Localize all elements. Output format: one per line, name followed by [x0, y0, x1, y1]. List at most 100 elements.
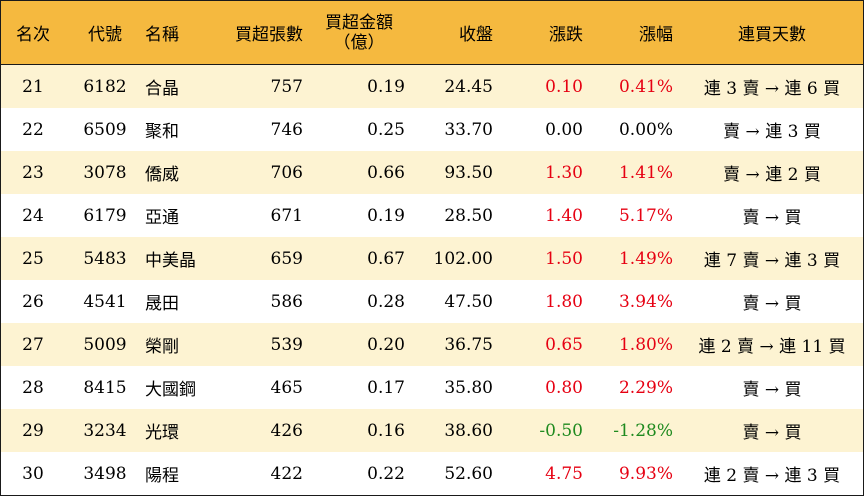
- cell-close: 24.45: [444, 76, 493, 97]
- header-change: 漲跌: [549, 25, 583, 45]
- cell-close: 38.60: [444, 420, 493, 441]
- cell-lots: 671: [270, 205, 303, 226]
- cell-change: 1.30: [545, 162, 583, 183]
- table-row: 23 3078 僑威 706 0.66 93.50 1.30 1.41% 賣 → 連 2 買: [1, 151, 863, 194]
- cell-rank: 26: [22, 291, 44, 312]
- cell-amount: 0.19: [367, 205, 405, 226]
- cell-streak: 賣 → 買: [742, 208, 802, 228]
- cell-name: 榮剛: [145, 337, 179, 357]
- cell-streak: 賣 → 連 2 買: [723, 165, 821, 185]
- cell-close: 102.00: [433, 248, 493, 269]
- cell-close: 33.70: [444, 119, 493, 140]
- cell-change: 4.75: [545, 463, 583, 484]
- cell-name: 僑威: [145, 165, 179, 185]
- cell-streak: 賣 → 買: [742, 380, 802, 400]
- cell-rank: 24: [22, 205, 44, 226]
- cell-change: -0.50: [539, 420, 583, 441]
- cell-pct: 2.29%: [618, 377, 673, 398]
- header-lots: 買超張數: [235, 25, 303, 45]
- cell-pct: 1.80%: [618, 334, 673, 355]
- cell-lots: 659: [270, 248, 303, 269]
- cell-close: 35.80: [444, 377, 493, 398]
- cell-streak: 連 7 賣 → 連 3 買: [703, 251, 841, 271]
- table-row: 30 3498 陽程 422 0.22 52.60 4.75 9.93% 連 2 賣 → 連 3…: [1, 452, 863, 495]
- cell-amount: 0.67: [367, 248, 405, 269]
- table-row: 25 5483 中美晶 659 0.67 102.00 1.50 1.49% 連 7 賣 → 連…: [1, 237, 863, 280]
- cell-amount: 0.16: [367, 420, 405, 441]
- cell-amount: 0.17: [367, 377, 405, 398]
- cell-name: 亞通: [145, 208, 179, 228]
- table-row: 29 3234 光環 426 0.16 38.60 -0.50 -1.28% 賣 → 買: [1, 409, 863, 452]
- cell-streak: 連 2 賣 → 連 11 買: [698, 337, 846, 357]
- cell-lots: 746: [270, 119, 303, 140]
- table-row: 24 6179 亞通 671 0.19 28.50 1.40 5.17% 賣 → 買: [1, 194, 863, 237]
- table-row: 21 6182 合晶 757 0.19 24.45 0.10 0.41% 連 3 賣 → 連 6…: [1, 65, 863, 108]
- cell-name: 聚和: [145, 122, 179, 142]
- cell-amount: 0.28: [367, 291, 405, 312]
- cell-code: 6509: [83, 119, 127, 140]
- cell-amount: 0.20: [367, 334, 405, 355]
- cell-rank: 21: [22, 76, 44, 97]
- cell-streak: 賣 → 連 3 買: [723, 122, 821, 142]
- cell-name: 晟田: [145, 294, 179, 314]
- cell-name: 大國鋼: [145, 380, 196, 400]
- cell-code: 5009: [83, 334, 127, 355]
- cell-pct: 0.41%: [618, 76, 673, 97]
- header-pct: 漲幅: [639, 25, 673, 45]
- cell-change: 0.80: [545, 377, 583, 398]
- header-code: 代號: [88, 25, 122, 45]
- table-header: 名次 代號 名稱 買超張數 買超金額 （億） 收盤 漲跌 漲幅 連買天數: [1, 1, 863, 65]
- cell-code: 3078: [83, 162, 127, 183]
- table-row: 27 5009 榮剛 539 0.20 36.75 0.65 1.80% 連 2 賣 → 連 1…: [1, 323, 863, 366]
- header-amount-line1: 買超金額: [325, 12, 393, 33]
- cell-rank: 25: [22, 248, 44, 269]
- cell-streak: 連 3 賣 → 連 6 買: [703, 79, 841, 99]
- table-row: 22 6509 聚和 746 0.25 33.70 0.00 0.00% 賣 → 連 3 買: [1, 108, 863, 151]
- cell-change: 1.50: [545, 248, 583, 269]
- cell-lots: 465: [270, 377, 303, 398]
- header-rank: 名次: [16, 25, 50, 45]
- cell-lots: 422: [270, 463, 303, 484]
- cell-code: 5483: [83, 248, 127, 269]
- cell-rank: 30: [22, 463, 44, 484]
- cell-pct: 5.17%: [618, 205, 673, 226]
- cell-amount: 0.25: [367, 119, 405, 140]
- cell-amount: 0.19: [367, 76, 405, 97]
- cell-change: 1.80: [545, 291, 583, 312]
- cell-amount: 0.22: [367, 463, 405, 484]
- cell-lots: 426: [270, 420, 303, 441]
- cell-close: 52.60: [444, 463, 493, 484]
- cell-streak: 賣 → 買: [742, 294, 802, 314]
- cell-name: 光環: [145, 423, 179, 443]
- cell-rank: 29: [22, 420, 44, 441]
- cell-lots: 757: [270, 76, 303, 97]
- cell-name: 陽程: [145, 466, 179, 486]
- cell-pct: -1.28%: [613, 420, 673, 441]
- header-close: 收盤: [459, 25, 493, 45]
- header-name: 名稱: [145, 25, 179, 45]
- cell-pct: 1.49%: [618, 248, 673, 269]
- cell-change: 0.10: [545, 76, 583, 97]
- cell-amount: 0.66: [367, 162, 405, 183]
- cell-streak: 賣 → 買: [742, 423, 802, 443]
- cell-code: 4541: [83, 291, 127, 312]
- cell-change: 0.00: [545, 119, 583, 140]
- cell-pct: 1.41%: [618, 162, 673, 183]
- cell-rank: 28: [22, 377, 44, 398]
- cell-close: 93.50: [444, 162, 493, 183]
- table-row: 26 4541 晟田 586 0.28 47.50 1.80 3.94% 賣 → 買: [1, 280, 863, 323]
- cell-change: 0.65: [545, 334, 583, 355]
- cell-close: 36.75: [444, 334, 493, 355]
- header-amount: 買超金額 （億）: [313, 1, 405, 64]
- cell-streak: 連 2 賣 → 連 3 買: [703, 466, 841, 486]
- header-streak: 連買天數: [738, 25, 806, 45]
- cell-pct: 9.93%: [618, 463, 673, 484]
- cell-code: 8415: [83, 377, 127, 398]
- cell-rank: 22: [22, 119, 44, 140]
- cell-change: 1.40: [545, 205, 583, 226]
- cell-close: 47.50: [444, 291, 493, 312]
- cell-lots: 539: [270, 334, 303, 355]
- cell-lots: 706: [270, 162, 303, 183]
- cell-name: 合晶: [145, 79, 179, 99]
